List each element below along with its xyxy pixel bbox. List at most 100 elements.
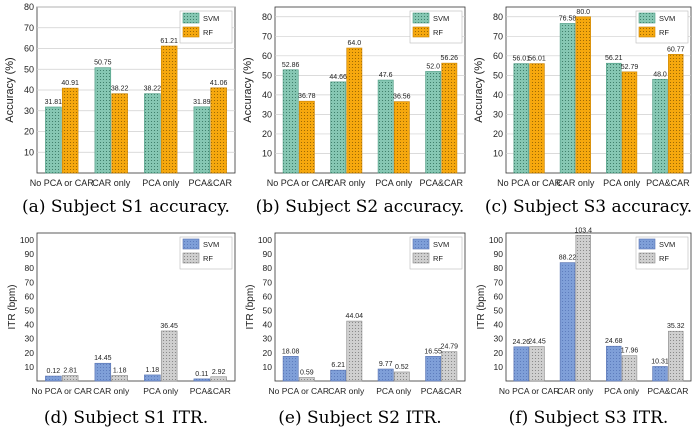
data-label: 24.26 <box>512 339 530 346</box>
y-tick-label: 30 <box>25 334 35 344</box>
legend-swatch-rf <box>182 252 200 264</box>
y-tick-label: 40 <box>494 320 504 330</box>
bar-svm <box>94 362 112 382</box>
data-label: 31.81 <box>45 99 63 106</box>
bar-svm <box>652 366 668 382</box>
y-tick-label: 10 <box>25 362 35 372</box>
data-label: 9.77 <box>379 361 393 368</box>
x-tick-label: No PCA or CAR <box>30 178 95 188</box>
y-axis-label: ITR (bpm) <box>7 285 18 330</box>
bar-rf <box>346 320 363 382</box>
x-tick-label: No PCA or CAR <box>267 178 332 188</box>
chart-panel-b: 10 20 30 40 50 60 70 80 Accuracy (%) 52.86 36.78 No… <box>242 6 466 217</box>
bar-svm <box>559 23 576 174</box>
data-label: 6.21 <box>331 362 345 369</box>
bar-svm <box>45 106 62 174</box>
bar-svm <box>606 62 622 174</box>
legend-swatch-svm <box>412 12 430 24</box>
bar-rf <box>668 54 684 174</box>
legend-swatch-svm <box>182 12 200 24</box>
data-label: 24.79 <box>441 344 459 351</box>
bar-rf <box>393 101 410 174</box>
legend-label: RF <box>203 254 213 263</box>
data-label: 17.96 <box>621 348 639 355</box>
legend-swatch-rf <box>638 252 656 264</box>
bar-svm <box>652 78 668 174</box>
bar-rf <box>160 330 178 382</box>
bar-rf <box>111 93 128 174</box>
y-tick-label: 30 <box>262 109 272 119</box>
data-label: 60.77 <box>667 46 685 53</box>
bar-svm <box>45 375 62 382</box>
legend-swatch-rf <box>638 26 656 38</box>
bar-rf <box>61 87 79 174</box>
y-tick-label: 30 <box>263 334 273 344</box>
caption: (a) Subject S1 accuracy. <box>22 197 230 217</box>
y-tick-label: 60 <box>24 44 34 54</box>
x-tick-label: CAR only <box>556 178 595 188</box>
bar-svm <box>377 368 394 382</box>
y-tick-label: 70 <box>24 23 34 33</box>
data-label: 24.68 <box>605 338 623 345</box>
chart-panel-e: 10 20 30 40 50 60 70 80 90 100 ITR (bpm) 18.08 0.59 N… <box>245 232 466 428</box>
y-tick-label: 50 <box>493 70 503 80</box>
legend-label: RF <box>433 28 443 37</box>
data-label: 0.52 <box>395 364 409 371</box>
data-label: 64.0 <box>348 40 362 47</box>
y-tick-label: 100 <box>258 235 272 245</box>
x-tick-label: PCA&CAR <box>188 178 232 188</box>
bar-rf <box>441 62 458 174</box>
bar-rf <box>575 234 591 382</box>
x-tick-label: No PCA or CAR <box>269 386 329 396</box>
y-tick-label: 30 <box>24 106 34 116</box>
y-tick-label: 50 <box>262 70 272 80</box>
data-label: 47.6 <box>379 72 393 79</box>
bar-svm <box>377 79 394 174</box>
y-tick-label: 30 <box>493 109 503 119</box>
data-label: 36.78 <box>298 93 316 100</box>
chart-panel-a: 10 20 30 40 50 60 70 80 Accuracy (%) 31.81 40.91 No… <box>4 2 236 217</box>
y-tick-label: 50 <box>25 306 35 316</box>
y-tick-label: 60 <box>494 291 504 301</box>
bar-rf <box>529 346 545 382</box>
data-label: 38.22 <box>144 86 162 93</box>
y-tick-label: 20 <box>494 348 504 358</box>
legend-swatch-svm <box>638 238 656 250</box>
x-tick-label: PCA only <box>603 178 641 188</box>
y-tick-label: 80 <box>494 263 504 273</box>
legend-label: RF <box>659 254 669 263</box>
y-tick-label: 90 <box>263 249 273 259</box>
bar-rf <box>210 376 227 382</box>
bar-rf <box>529 63 545 174</box>
legend-swatch-svm <box>412 238 430 250</box>
y-tick-label: 20 <box>25 348 35 358</box>
bar-svm <box>513 63 529 174</box>
y-tick-label: 90 <box>25 249 35 259</box>
legend-swatch-svm <box>182 238 200 250</box>
y-tick-label: 40 <box>25 320 35 330</box>
data-label: 0.59 <box>300 369 314 376</box>
y-tick-label: 80 <box>262 12 272 22</box>
y-tick-label: 60 <box>25 291 35 301</box>
bar-svm <box>144 93 161 174</box>
x-tick-label: PCA only <box>376 386 412 396</box>
y-tick-label: 50 <box>24 64 34 74</box>
data-label: 1.18 <box>113 368 127 375</box>
bar-rf <box>441 351 458 382</box>
bar-svm <box>559 262 576 382</box>
data-label: 1.18 <box>146 367 160 374</box>
data-label: 40.91 <box>61 80 79 87</box>
y-tick-label: 80 <box>25 263 35 273</box>
bar-svm <box>282 69 299 174</box>
caption: (b) Subject S2 accuracy. <box>256 197 465 217</box>
data-label: 18.08 <box>282 348 300 355</box>
legend-label: SVM <box>203 14 219 23</box>
data-label: 2.92 <box>212 369 226 376</box>
bar-rf <box>621 355 638 382</box>
legend-label: SVM <box>433 14 449 23</box>
y-tick-label: 70 <box>262 31 272 41</box>
y-tick-label: 40 <box>24 85 34 95</box>
data-label: 52.79 <box>621 64 639 71</box>
caption: (f) Subject S3 ITR. <box>509 408 669 428</box>
